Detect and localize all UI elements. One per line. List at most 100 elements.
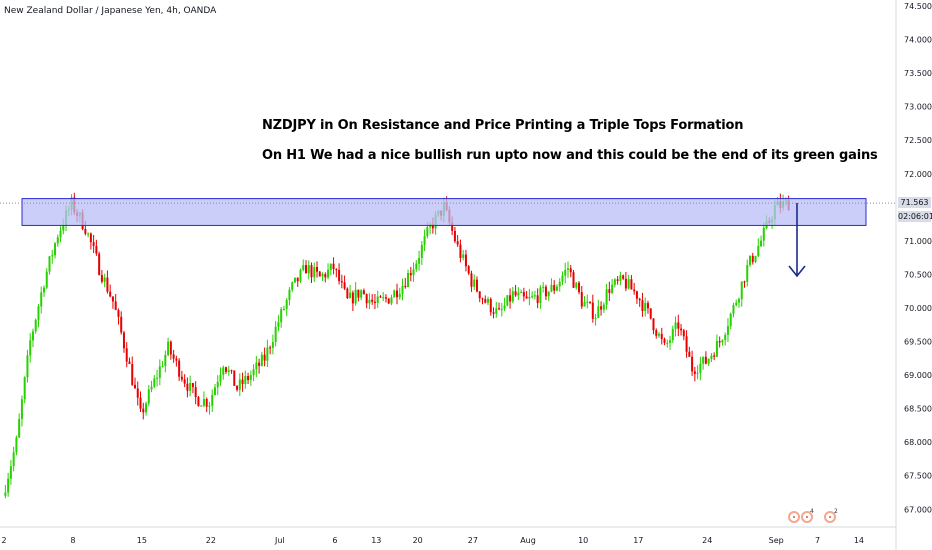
candle [213,383,216,396]
economic-event-icon[interactable] [824,511,836,523]
price-tick-label: 70.500 [904,270,932,279]
candle [365,293,368,309]
candle [578,281,581,295]
candle [92,235,95,254]
candle [18,413,21,438]
candle [354,282,357,306]
price-tick-label: 67.500 [904,472,932,481]
candle [271,334,274,355]
candle [638,297,641,307]
candle [15,435,18,456]
candle [241,372,244,392]
candle [335,268,338,278]
candle [498,302,501,311]
candle [514,285,517,297]
time-tick-label: 20 [413,536,423,545]
candle [564,262,567,284]
candle [169,340,172,360]
candle [382,292,385,301]
candle [51,249,54,264]
candle [627,274,630,290]
bearish-arrow [788,203,806,278]
candle [387,298,390,305]
time-tick-label: 7 [815,536,820,545]
candle [327,263,330,280]
candle [368,293,371,310]
candle [553,280,556,295]
price-tick-label: 69.500 [904,338,932,347]
candle [575,281,578,290]
candle [384,294,387,303]
candle [376,290,379,308]
candle [329,263,332,276]
time-tick-label: 22 [206,536,216,545]
candle [208,402,211,415]
candle [263,347,266,367]
candle [404,277,407,289]
candle [26,349,29,383]
time-scale[interactable]: 2 8 15 22 Jul 6 13 20 27 Aug 10 17 24 Sep 7 14 [1,536,864,545]
candle [630,275,633,290]
candle [125,342,128,368]
candle [619,271,622,286]
candle [362,288,365,295]
candle [120,311,123,335]
price-scale[interactable]: 74.500 74.000 73.500 73.000 72.500 72.000 71.0… [904,2,932,514]
candle [219,367,222,386]
candle [729,312,732,330]
candle [145,401,148,416]
candle [299,268,302,284]
candle [34,318,37,334]
candle [492,307,495,319]
candle [211,389,214,412]
candle [682,328,685,341]
candle [252,364,255,382]
candle [558,278,561,292]
candle [186,377,189,398]
candle [332,257,335,275]
candle [20,395,23,427]
candle [313,262,316,282]
candle [715,334,718,358]
candle [40,286,43,314]
annotation-line-2: On H1 We had a nice bullish run upto now… [262,148,878,163]
candle [721,339,724,346]
candle [754,255,757,264]
candle [244,370,247,389]
candle [597,299,600,319]
candle [45,268,48,290]
candle [216,375,219,396]
candle [531,291,534,299]
economic-event-icon[interactable] [788,511,800,523]
candle [134,377,136,389]
candle [547,291,550,301]
candle [415,259,418,272]
candle [136,381,139,406]
candle [178,358,181,382]
candle [591,294,594,323]
candle [373,294,376,310]
candle [37,303,40,328]
candle [580,285,583,310]
bar-countdown-label: 02:06:01 [898,211,932,222]
event-count: 4 [810,508,814,515]
candle [164,350,167,373]
event-count: 2 [834,508,838,515]
price-tick-label: 71.000 [904,237,932,246]
candle [183,374,186,388]
candle [762,222,765,247]
candle [139,391,142,413]
candle [371,294,374,305]
candle [4,485,7,499]
candle [586,294,589,309]
candle [225,366,228,375]
candle [274,321,277,347]
candle [418,250,421,271]
economic-event-icon[interactable] [801,511,813,523]
price-tick-label: 74.500 [904,2,932,11]
candle [420,240,423,265]
candle [401,278,404,301]
candle [495,301,498,318]
candle [624,272,627,292]
